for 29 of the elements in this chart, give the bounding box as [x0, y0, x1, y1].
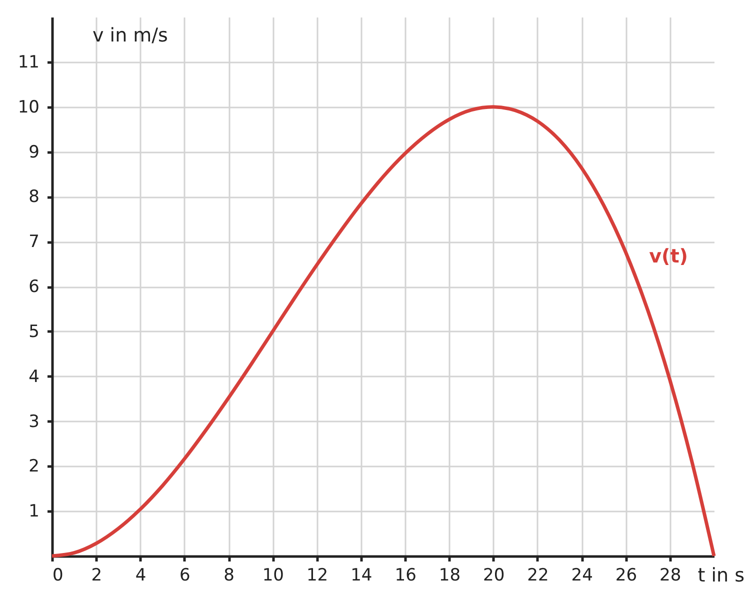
x-axis-title: t in s [698, 564, 744, 586]
x-tick-label: 20 [483, 566, 505, 586]
x-tick-label: 8 [224, 566, 234, 586]
y-tick-label: 7 [28, 232, 40, 252]
x-tick-label: 2 [91, 566, 102, 586]
x-tick-label: 4 [135, 566, 146, 586]
y-tick-label: 4 [28, 366, 40, 387]
y-tick-label: 1 [28, 502, 40, 522]
x-tick-label: 26 [615, 566, 638, 586]
y-tick-label: 9 [28, 142, 40, 162]
x-tick-label: 0 [52, 566, 64, 586]
y-axis-title: v in m/s [92, 24, 168, 46]
y-tick-label: 11 [18, 52, 40, 72]
y-tick-label: 10 [18, 97, 40, 118]
x-tick-label: 22 [527, 566, 549, 586]
y-tick-label: 8 [28, 187, 40, 208]
x-tick-label: 12 [306, 566, 328, 586]
x-tick-label: 28 [660, 566, 682, 586]
x-tick-label: 18 [438, 566, 461, 586]
x-tick-label: 24 [571, 566, 593, 586]
x-tick-label: 10 [262, 566, 284, 586]
y-tick-label: 3 [28, 412, 40, 432]
y-tick-label: 5 [28, 322, 40, 342]
x-tick-label: 16 [394, 566, 416, 586]
x-tick-label: 6 [179, 566, 190, 586]
y-tick-label: 2 [28, 456, 40, 477]
x-tick-label: 14 [350, 566, 372, 586]
series-label: v(t) [649, 245, 688, 268]
y-tick-label: 6 [28, 277, 40, 297]
